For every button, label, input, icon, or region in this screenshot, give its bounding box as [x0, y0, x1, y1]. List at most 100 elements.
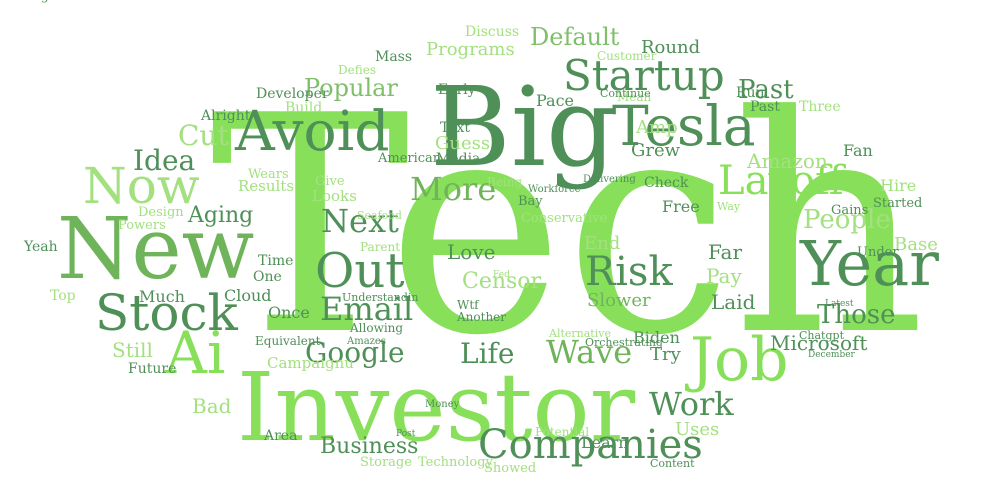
cloud-word: Media — [436, 151, 480, 167]
cloud-word: Love — [447, 240, 495, 264]
cloud-word: Alternative — [548, 327, 611, 340]
cloud-word: Learn — [581, 433, 629, 452]
cloud-word: Latest — [825, 299, 854, 309]
cloud-word: Default — [530, 23, 620, 51]
cloud-word: December — [808, 350, 856, 360]
cloud-word: Top — [50, 288, 76, 304]
cloud-word: Campaignu — [267, 354, 354, 372]
cloud-word: Design — [138, 205, 184, 220]
cloud-word: Results — [238, 177, 294, 195]
cloud-word: Area — [263, 428, 297, 444]
cloud-word: Showed — [484, 461, 536, 476]
cloud-word: Equivalent — [255, 334, 321, 348]
cloud-word: Mass — [375, 49, 412, 65]
cloud-word: Cloud — [224, 286, 272, 305]
cloud-word: Another — [456, 310, 506, 324]
cloud-word: Amazon — [746, 149, 828, 173]
cloud-word: Wave — [546, 333, 632, 371]
cloud-word: Business — [320, 434, 418, 459]
cloud-word: Powers — [118, 218, 166, 233]
cloud-word: Alright — [200, 108, 251, 124]
cloud-word: Workforce — [528, 184, 581, 195]
cloud-word: Amazes — [346, 336, 386, 347]
cloud-word: Gains — [831, 203, 868, 218]
cloud-word: More — [410, 170, 496, 208]
cloud-word: Fed — [493, 270, 510, 280]
cloud-word: Future — [128, 361, 176, 377]
cloud-word: Customer — [597, 49, 657, 63]
cloud-word: Money — [425, 399, 460, 410]
cloud-word: New — [57, 200, 254, 299]
cloud-word: Stock — [95, 284, 238, 342]
cloud-word: Much — [139, 287, 185, 306]
cloud-word: Ai — [164, 319, 225, 387]
cloud-word: Three — [799, 99, 841, 115]
cloud-word: Guess — [435, 133, 490, 154]
cloud-word: People — [803, 205, 891, 235]
cloud-word: Being — [487, 175, 522, 189]
cloud-word: Once — [268, 303, 310, 322]
cloud-word: Time — [258, 253, 293, 269]
cloud-word: Risk — [585, 249, 673, 295]
cloud-word: Seafood — [357, 209, 402, 222]
cloud-word: Storage — [360, 455, 412, 470]
cloud-word: Aging — [187, 203, 253, 228]
cloud-word: Idea — [133, 144, 195, 177]
cloud-word: Popular — [304, 74, 398, 102]
cloud-word: Bay — [518, 194, 543, 209]
cloud-word: Still — [112, 338, 153, 362]
cloud-word: Battling — [0, 0, 49, 3]
cloud-word: Email — [320, 290, 413, 328]
cloud-word: Those — [817, 300, 895, 330]
cloud-word: Biden — [633, 328, 680, 347]
cloud-word: Uses — [675, 419, 719, 440]
cloud-word: Defies — [338, 63, 376, 77]
cloud-word: Discuss — [465, 24, 519, 40]
cloud-word: Give — [315, 174, 345, 189]
cloud-word: Tech — [210, 52, 926, 401]
cloud-word: Hire — [880, 176, 916, 195]
cloud-word: Pace — [536, 91, 574, 110]
cloud-word: Yeah — [23, 239, 58, 255]
cloud-word: Next — [321, 202, 399, 240]
cloud-word: Delivering — [583, 174, 636, 185]
cloud-word: Way — [717, 200, 741, 213]
cloud-word: Early — [438, 82, 476, 98]
cloud-word: Layoff — [718, 158, 846, 204]
cloud-word: Grew — [631, 140, 681, 161]
cloud-word: Build — [285, 100, 322, 116]
cloud-word: Life — [460, 337, 514, 370]
cloud-word: Round — [641, 37, 700, 58]
cloud-word: Continue — [600, 87, 651, 100]
cloud-word: Try — [650, 344, 682, 365]
cloud-word: Censor — [462, 269, 542, 294]
cloud-word: Startup — [563, 51, 725, 100]
cloud-word: Programs — [426, 39, 515, 60]
cloud-word: Check — [644, 175, 689, 191]
cloud-word: Past — [750, 99, 780, 115]
cloud-word: Amp — [635, 117, 678, 138]
cloud-word: Awesome — [0, 0, 57, 3]
cloud-word: Orchestrating — [585, 336, 663, 349]
cloud-word: Under — [857, 245, 899, 260]
cloud-word: Text — [440, 120, 470, 136]
cloud-word: Mean — [617, 90, 652, 104]
cloud-word: Past — [738, 75, 794, 105]
cloud-word: Tesla — [612, 94, 756, 158]
cloud-word: Big — [430, 63, 616, 191]
cloud-word: Cut — [178, 119, 229, 152]
cloud-word: End — [584, 233, 620, 254]
cloud-word: Developer — [256, 86, 329, 102]
cloud-word: Fan — [843, 141, 873, 160]
cloud-word: Wtf — [457, 298, 480, 312]
cloud-word: Companies — [478, 422, 703, 468]
cloud-word: Content — [650, 457, 695, 470]
cloud-word: Started — [873, 196, 922, 211]
cloud-word: Looks — [312, 187, 357, 205]
cloud-word: Out — [315, 243, 405, 299]
cloud-word: Pay — [706, 264, 742, 288]
cloud-word: Run — [736, 85, 765, 101]
cloud-word: Work — [649, 385, 734, 423]
cloud-word: Parent — [360, 240, 400, 254]
